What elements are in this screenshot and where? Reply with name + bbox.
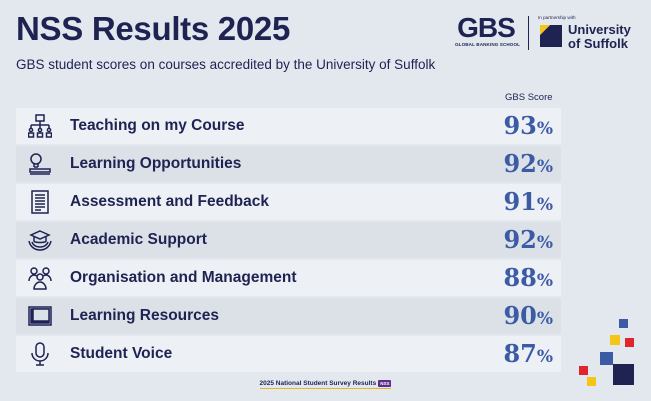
lightbulb-icon	[27, 151, 53, 177]
row-label: Assessment and Feedback	[70, 193, 270, 210]
decorative-square	[610, 335, 620, 345]
people-group-icon	[27, 265, 53, 291]
decorative-square	[619, 319, 628, 328]
suffolk-name-line2: of Suffolk	[568, 36, 628, 51]
footer-text: 2025 National Student Survey Results	[259, 380, 377, 388]
row-label: Teaching on my Course	[70, 117, 245, 134]
table-row: Learning Resources 90%	[16, 298, 561, 334]
row-label: Learning Opportunities	[70, 155, 242, 172]
table-row: Assessment and Feedback 91%	[16, 184, 561, 220]
logo-divider	[528, 16, 529, 50]
table-row: Academic Support 92%	[16, 222, 561, 258]
footer: 2025 National Student Survey Results NSS	[0, 380, 651, 390]
row-score: 91%	[503, 187, 553, 216]
row-score: 92%	[503, 149, 553, 178]
partner-text: In partnership with	[538, 15, 576, 20]
row-score: 93%	[503, 111, 553, 140]
page-subtitle: GBS student scores on courses accredited…	[16, 57, 436, 72]
decorative-square	[587, 377, 596, 386]
row-score: 87%	[503, 339, 553, 368]
microphone-icon	[27, 341, 53, 367]
gbs-logo: GBS GLOBAL BANKING SCHOOL	[455, 12, 521, 48]
decorative-square	[613, 364, 634, 385]
decorative-square	[579, 366, 588, 375]
suffolk-logo: In partnership with University of Suffol…	[538, 15, 644, 53]
nss-badge: NSS	[378, 380, 392, 387]
page-title: NSS Results 2025	[16, 10, 291, 47]
suffolk-name-line1: University	[568, 22, 631, 37]
row-score: 90%	[503, 301, 553, 330]
table-row: Learning Opportunities 92%	[16, 146, 561, 182]
row-label: Organisation and Management	[70, 269, 297, 286]
row-label: Academic Support	[70, 231, 207, 248]
table-row: Organisation and Management 88%	[16, 260, 561, 296]
table-row: Teaching on my Course 93%	[16, 108, 561, 144]
table-row: Student Voice 87%	[16, 336, 561, 372]
results-table: Teaching on my Course 93% Learning Oppor…	[16, 108, 561, 374]
teaching-icon	[27, 113, 53, 139]
suffolk-name: University of Suffolk	[568, 23, 631, 51]
row-score: 88%	[503, 263, 553, 292]
row-label: Learning Resources	[70, 307, 220, 324]
gbs-logo-subtitle: GLOBAL BANKING SCHOOL	[455, 42, 521, 47]
suffolk-mark-icon	[540, 25, 562, 47]
book-icon	[27, 303, 53, 329]
row-label: Student Voice	[70, 345, 173, 362]
footer-caption: 2025 National Student Survey Results NSS	[259, 380, 392, 390]
decorative-square	[600, 352, 613, 365]
graduation-hands-icon	[27, 227, 53, 253]
score-column-header: GBS Score	[505, 92, 553, 103]
decorative-square	[625, 338, 634, 347]
document-icon	[27, 189, 53, 215]
row-score: 92%	[503, 225, 553, 254]
gbs-logo-mark: GBS	[457, 12, 516, 43]
